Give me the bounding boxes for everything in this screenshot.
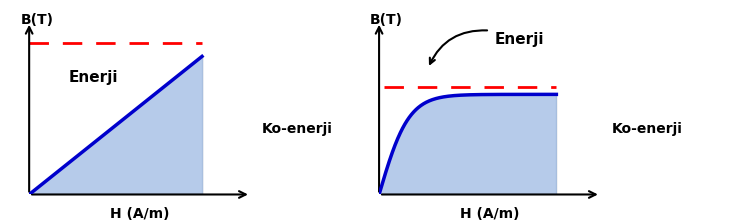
Text: Enerji: Enerji: [69, 70, 119, 85]
Polygon shape: [379, 94, 556, 194]
Text: Enerji: Enerji: [494, 32, 544, 47]
Text: H (A/m): H (A/m): [110, 207, 170, 221]
Polygon shape: [29, 56, 202, 194]
Text: H (A/m): H (A/m): [460, 207, 520, 221]
Text: Ko-enerji: Ko-enerji: [612, 122, 682, 136]
Text: B(T): B(T): [370, 13, 403, 27]
Text: Ko-enerji: Ko-enerji: [262, 122, 332, 136]
Text: B(T): B(T): [20, 13, 53, 27]
